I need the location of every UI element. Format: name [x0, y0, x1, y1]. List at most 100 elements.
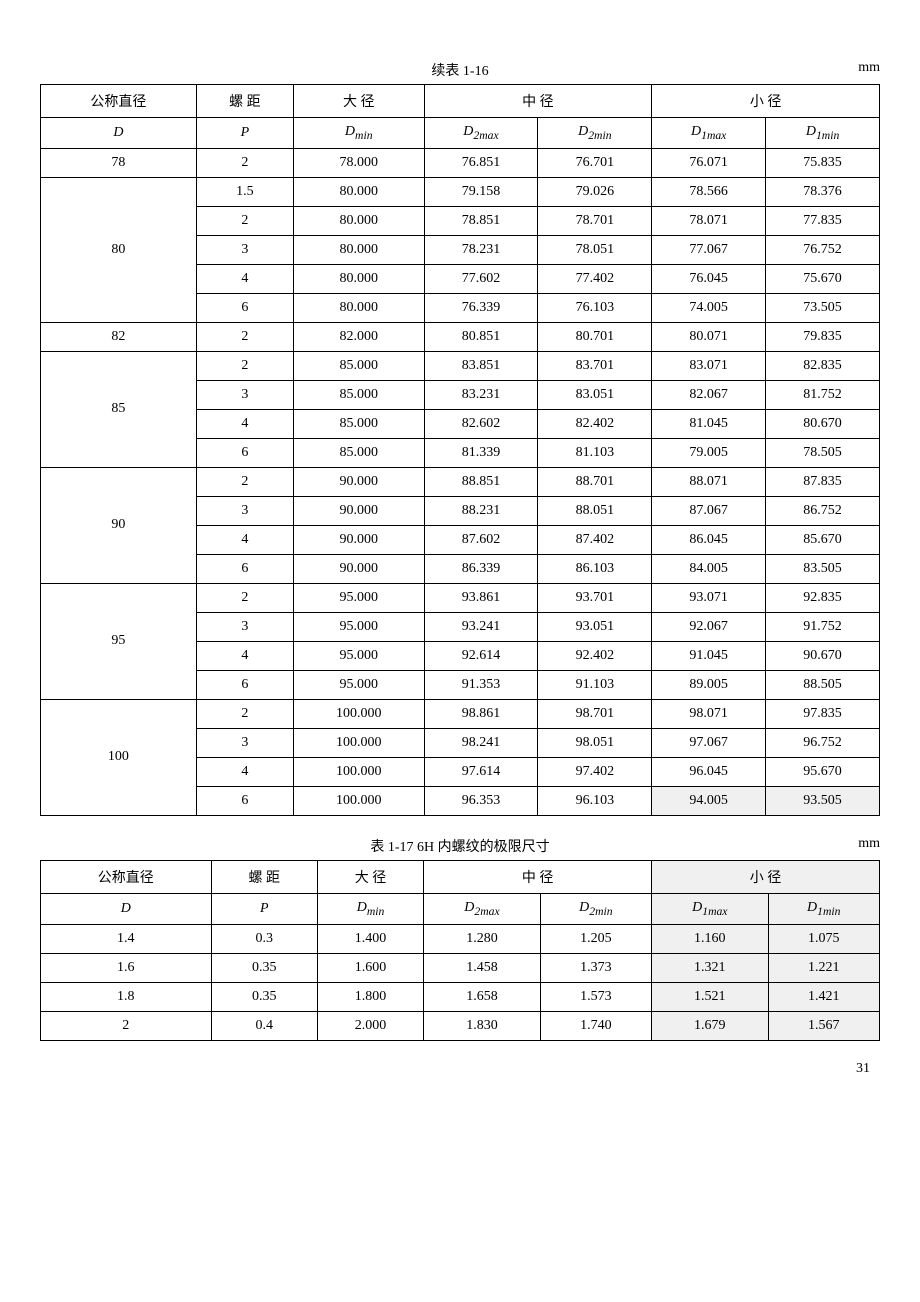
table-row: 801.580.00079.15879.02678.56678.376 — [41, 177, 880, 206]
cell-d2max: 88.231 — [424, 496, 538, 525]
cell-dmin: 85.000 — [293, 351, 424, 380]
cell-d1max: 79.005 — [652, 438, 766, 467]
cell-dmin: 90.000 — [293, 467, 424, 496]
table-row: 1002100.00098.86198.70198.07197.835 — [41, 699, 880, 728]
cell-d2min: 87.402 — [538, 525, 652, 554]
cell-d1min: 78.505 — [766, 438, 880, 467]
h-major-sub: Dmin — [317, 893, 423, 924]
h-major: 大 径 — [293, 85, 424, 118]
cell-dmin: 1.600 — [317, 953, 423, 982]
cell-d1max: 1.321 — [652, 953, 768, 982]
cell-d2min: 97.402 — [538, 757, 652, 786]
cell-p: 4 — [196, 264, 293, 293]
h-d1min: D1min — [768, 893, 879, 924]
cell-d2min: 88.701 — [538, 467, 652, 496]
cell-dmin: 80.000 — [293, 177, 424, 206]
cell-p: 6 — [196, 293, 293, 322]
cell-d1max: 83.071 — [652, 351, 766, 380]
cell-d1min: 80.670 — [766, 409, 880, 438]
h-pitch: 螺 距 — [211, 860, 317, 893]
cell-dmin: 80.000 — [293, 293, 424, 322]
cell-d2max: 88.851 — [424, 467, 538, 496]
h-d2min: D2min — [538, 118, 652, 149]
cell-d: 85 — [41, 351, 197, 467]
cell-d2min: 91.103 — [538, 670, 652, 699]
cell-d2max: 81.339 — [424, 438, 538, 467]
cell-dmin: 80.000 — [293, 235, 424, 264]
cell-d1min: 88.505 — [766, 670, 880, 699]
h-major: 大 径 — [317, 860, 423, 893]
cell-d1max: 98.071 — [652, 699, 766, 728]
cell-p: 6 — [196, 786, 293, 815]
cell-d1min: 87.835 — [766, 467, 880, 496]
cell-d2max: 96.353 — [424, 786, 538, 815]
cell-d2min: 93.051 — [538, 612, 652, 641]
cell-d1max: 87.067 — [652, 496, 766, 525]
cell-d2max: 79.158 — [424, 177, 538, 206]
cell-d2max: 83.231 — [424, 380, 538, 409]
cell-d1min: 93.505 — [766, 786, 880, 815]
table-row: 1.80.351.8001.6581.5731.5211.421 — [41, 982, 880, 1011]
cell-d2max: 92.614 — [424, 641, 538, 670]
cell-d1max: 76.071 — [652, 148, 766, 177]
cell-d1max: 89.005 — [652, 670, 766, 699]
h-d2max: D2max — [424, 893, 540, 924]
cell-d1max: 91.045 — [652, 641, 766, 670]
h-pitchdia: 中 径 — [424, 85, 652, 118]
page-number: 31 — [40, 1061, 880, 1077]
cell-d2min: 79.026 — [538, 177, 652, 206]
cell-p: 3 — [196, 380, 293, 409]
cell-d: 82 — [41, 322, 197, 351]
cell-d1min: 85.670 — [766, 525, 880, 554]
cell-d: 1.6 — [41, 953, 212, 982]
cell-p: 3 — [196, 496, 293, 525]
cell-d2min: 1.573 — [540, 982, 651, 1011]
cell-d2max: 77.602 — [424, 264, 538, 293]
h-pitchdia: 中 径 — [424, 860, 652, 893]
cell-dmin: 78.000 — [293, 148, 424, 177]
cell-d: 1.8 — [41, 982, 212, 1011]
cell-d1max: 1.679 — [652, 1011, 768, 1040]
h-pitch-sub: P — [196, 118, 293, 149]
table1: 公称直径螺 距大 径中 径小 径DPDminD2maxD2minD1maxD1m… — [40, 84, 880, 816]
cell-p: 0.3 — [211, 924, 317, 953]
cell-d2max: 78.851 — [424, 206, 538, 235]
h-nominal-sub: D — [41, 893, 212, 924]
table2-caption: 表 1-17 6H 内螺纹的极限尺寸 mm — [40, 836, 880, 856]
cell-d: 1.4 — [41, 924, 212, 953]
cell-d1max: 1.521 — [652, 982, 768, 1011]
cell-d2max: 93.241 — [424, 612, 538, 641]
cell-d1min: 91.752 — [766, 612, 880, 641]
h-d1min: D1min — [766, 118, 880, 149]
cell-p: 3 — [196, 235, 293, 264]
cell-p: 3 — [196, 612, 293, 641]
cell-p: 0.4 — [211, 1011, 317, 1040]
h-minor: 小 径 — [652, 85, 880, 118]
cell-dmin: 80.000 — [293, 206, 424, 235]
cell-d1max: 92.067 — [652, 612, 766, 641]
h-major-sub: Dmin — [293, 118, 424, 149]
cell-p: 4 — [196, 757, 293, 786]
cell-d1max: 93.071 — [652, 583, 766, 612]
cell-d1max: 81.045 — [652, 409, 766, 438]
cell-dmin: 100.000 — [293, 699, 424, 728]
cell-d2min: 92.402 — [538, 641, 652, 670]
cell-d2min: 98.701 — [538, 699, 652, 728]
cell-d: 95 — [41, 583, 197, 699]
cell-p: 2 — [196, 148, 293, 177]
cell-dmin: 100.000 — [293, 786, 424, 815]
cell-d2max: 97.614 — [424, 757, 538, 786]
cell-d2min: 96.103 — [538, 786, 652, 815]
cell-d1max: 77.067 — [652, 235, 766, 264]
cell-dmin: 95.000 — [293, 583, 424, 612]
cell-p: 2 — [196, 583, 293, 612]
cell-p: 4 — [196, 409, 293, 438]
cell-dmin: 100.000 — [293, 728, 424, 757]
cell-d1max: 74.005 — [652, 293, 766, 322]
cell-d2min: 93.701 — [538, 583, 652, 612]
cell-d1max: 97.067 — [652, 728, 766, 757]
cell-d1min: 73.505 — [766, 293, 880, 322]
cell-d1max: 96.045 — [652, 757, 766, 786]
cell-d2max: 1.658 — [424, 982, 540, 1011]
h-pitch: 螺 距 — [196, 85, 293, 118]
